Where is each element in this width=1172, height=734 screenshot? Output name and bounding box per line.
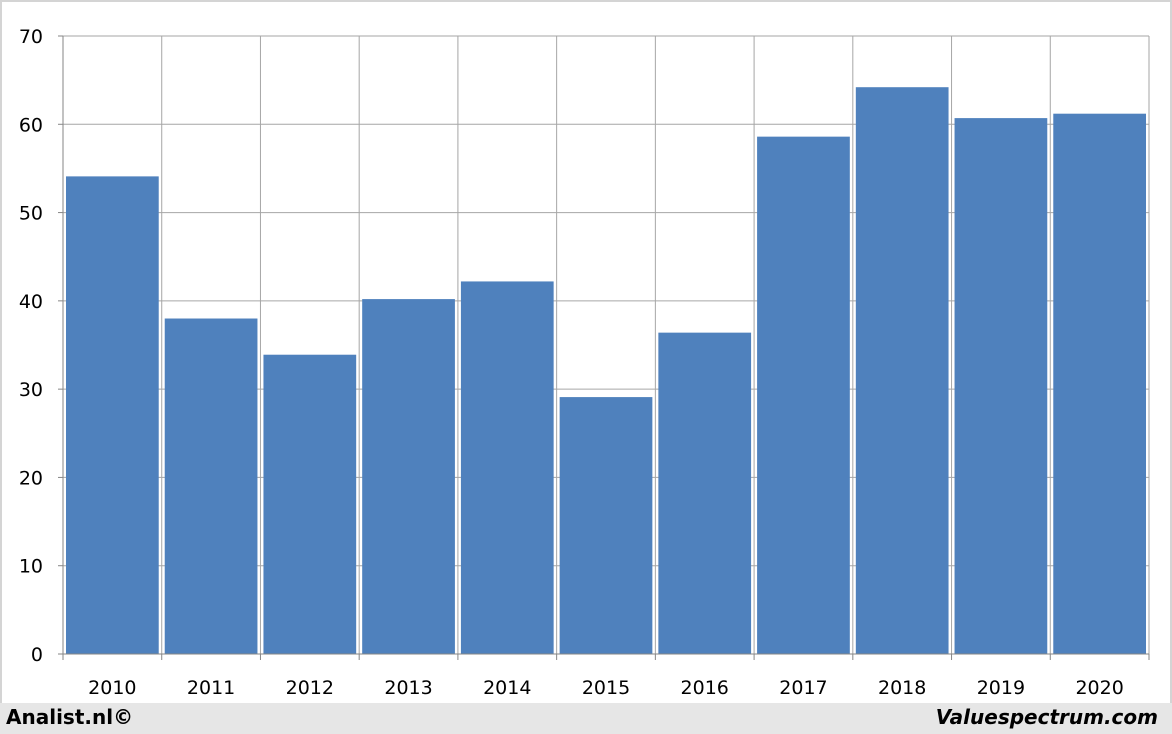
bar-2020 [1053, 113, 1146, 655]
x-tick-label: 2020 [1075, 677, 1123, 699]
x-tick-label: 2016 [681, 677, 729, 699]
bar-2016 [658, 332, 752, 654]
y-tick-label: 50 [19, 203, 43, 225]
bar-2013 [362, 299, 455, 654]
x-tick-label: 2014 [483, 677, 531, 699]
x-tick-label: 2017 [779, 677, 827, 699]
bar-2015 [559, 397, 653, 654]
y-tick-label: 20 [19, 467, 43, 489]
bar-2012 [263, 354, 357, 654]
axes [58, 35, 1150, 660]
gridlines [63, 35, 1150, 654]
bars [66, 87, 1146, 655]
footer-bar: Analist.nl© Valuespectrum.com [0, 703, 1172, 734]
source-credit: Analist.nl© [6, 705, 134, 729]
bar-2010 [66, 176, 159, 655]
x-tick-label: 2019 [977, 677, 1025, 699]
y-tick-label: 40 [19, 291, 43, 313]
x-tick-label: 2010 [88, 677, 136, 699]
bar-2011 [164, 318, 258, 654]
y-tick-label: 60 [19, 114, 43, 136]
tick-labels: 0 10 20 30 40 50 60 70 2010 2011 2012 2013 2014 2015 2… [19, 26, 1124, 699]
bar-chart: 0 10 20 30 40 50 60 70 2010 2011 2012 2013 2014 2015 2… [19, 26, 1150, 699]
x-tick-label: 2018 [878, 677, 926, 699]
x-tick-label: 2011 [187, 677, 235, 699]
y-tick-label: 10 [19, 556, 43, 578]
x-tick-label: 2013 [384, 677, 432, 699]
bar-2014 [460, 281, 554, 654]
bar-2017 [757, 136, 850, 654]
x-tick-label: 2012 [286, 677, 334, 699]
y-tick-label: 30 [19, 379, 43, 401]
site-credit: Valuespectrum.com [935, 705, 1158, 729]
bar-2019 [954, 118, 1048, 654]
x-tick-label: 2015 [582, 677, 630, 699]
y-tick-label: 0 [31, 644, 43, 666]
y-tick-label: 70 [19, 26, 43, 48]
bar-2018 [855, 87, 949, 655]
